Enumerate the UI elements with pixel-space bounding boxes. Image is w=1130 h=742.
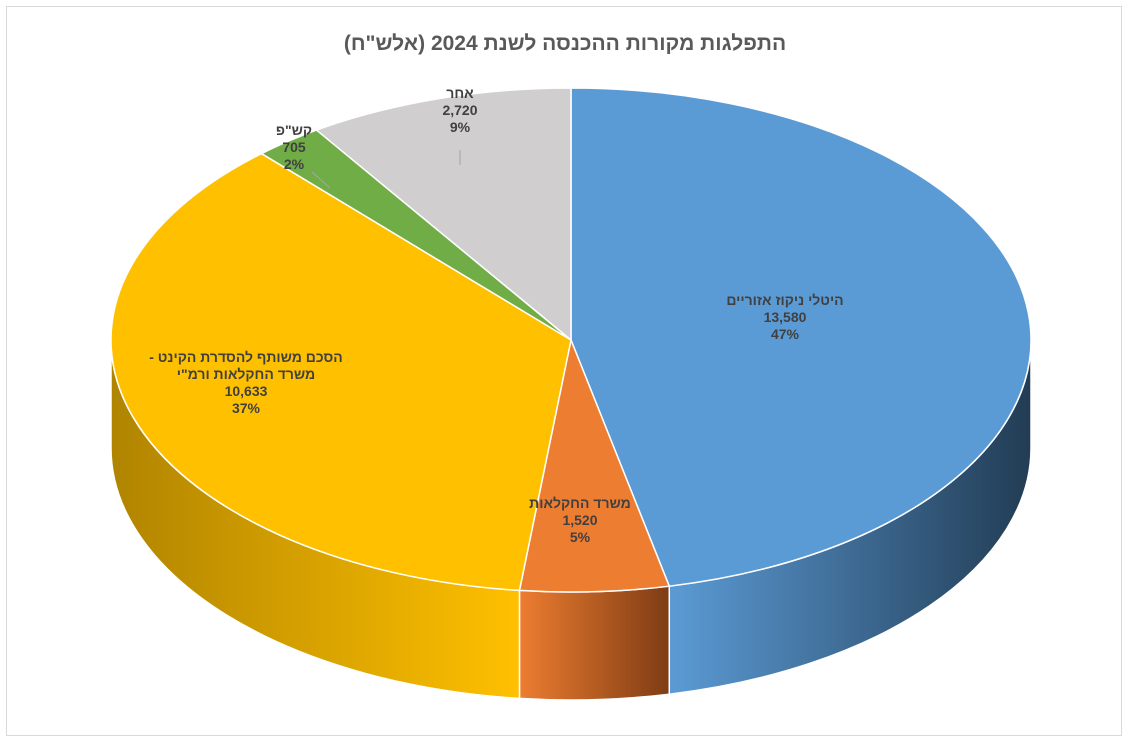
pie-label-0-percent-label: 47%: [771, 326, 800, 342]
pie-label-2-value-label: 10,633: [225, 383, 268, 399]
pie-label-3-value-label: 705: [282, 139, 306, 155]
pie-slice-1: [518, 337, 671, 593]
pie-label-4-name: אחר: [446, 85, 474, 101]
pie-label-3-name: קש"פ: [276, 122, 312, 138]
pie-label-4-percent-label: 9%: [450, 119, 471, 135]
pie-label-4-value-label: 2,720: [442, 102, 477, 118]
pie-slice-0: [570, 87, 1032, 587]
pie-label-3-percent-label: 2%: [284, 156, 305, 172]
pie-label-1-value-label: 1,520: [562, 512, 597, 528]
pie-label-0-name: היטלי ניקוז אזוריים: [726, 292, 843, 308]
pie-label-2-name-lines: הסכם משותף להסדרת הקינט -: [149, 349, 342, 365]
pie-slice-4: [315, 87, 572, 342]
chart-title: התפלגות מקורות ההכנסה לשנת 2024 (אלש"ח): [343, 32, 787, 55]
pie-slices: [110, 87, 1032, 593]
pie-slice-2: [110, 152, 572, 592]
pie-label-2-percent-label: 37%: [232, 400, 261, 416]
pie-label-0-value-label: 13,580: [764, 309, 807, 325]
pie-label-2-name-lines: משרד החקלאות ורמ"י: [177, 366, 315, 382]
pie-label-1-name: משרד החקלאות: [529, 495, 631, 511]
pie-leader-line-3: [311, 171, 331, 189]
pie-label-1-percent-label: 5%: [570, 529, 591, 545]
pie-side-1: [518, 585, 671, 701]
